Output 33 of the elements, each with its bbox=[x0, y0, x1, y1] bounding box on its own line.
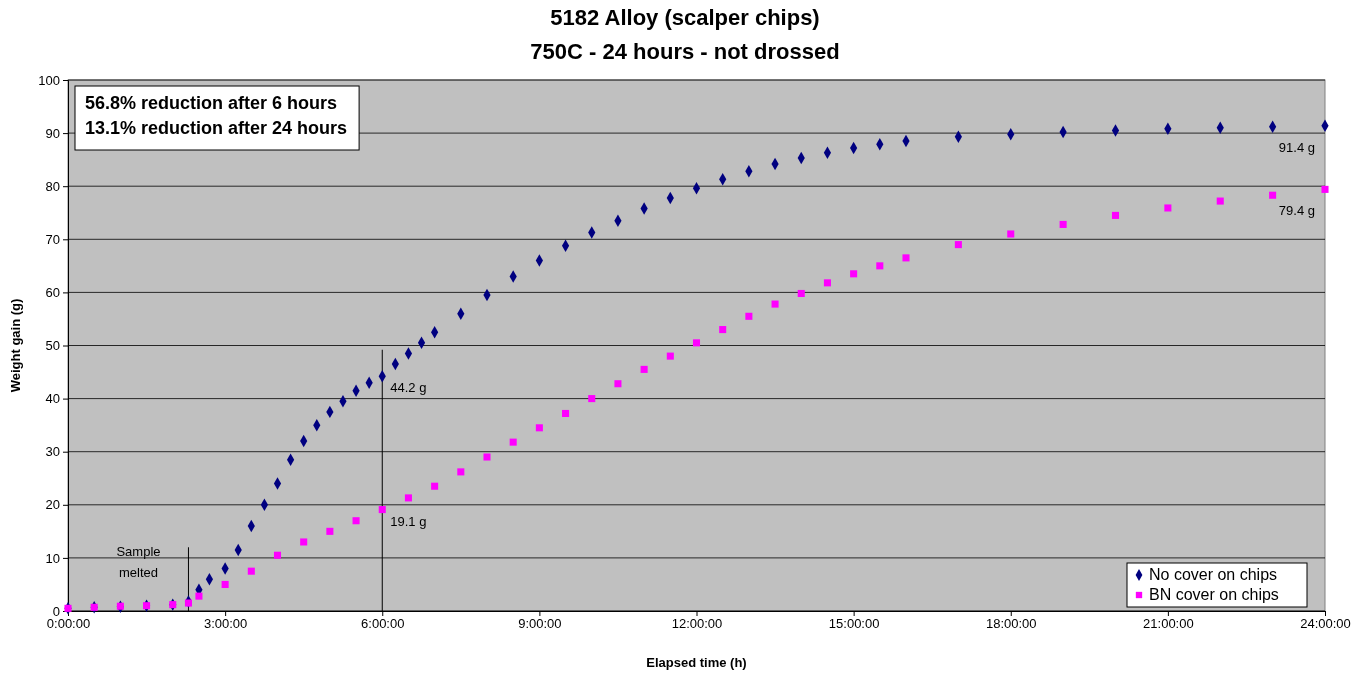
annotation: Sample melted bbox=[116, 543, 161, 580]
x-tick-label: 12:00:00 bbox=[671, 616, 723, 632]
y-axis-title: Weight gain (g) bbox=[8, 298, 23, 393]
x-tick-label: 0:00:00 bbox=[46, 616, 91, 632]
chart-title: 5182 Alloy (scalper chips) bbox=[550, 5, 820, 30]
annotation: 19.1 g bbox=[390, 513, 427, 529]
chart-subtitle: 750C - 24 hours - not drossed bbox=[530, 39, 840, 64]
annotation: 91.4 g bbox=[1278, 139, 1315, 155]
y-tick-label: 50 bbox=[45, 338, 60, 354]
y-tick-label: 70 bbox=[45, 231, 60, 247]
y-tick-label: 30 bbox=[45, 444, 60, 460]
y-tick-label: 100 bbox=[38, 72, 60, 88]
x-tick-label: 24:00:00 bbox=[1300, 616, 1351, 632]
annotation: 44.2 g bbox=[390, 380, 427, 396]
y-tick-label: 90 bbox=[45, 125, 60, 141]
legend-label: No cover on chips bbox=[1149, 566, 1278, 583]
y-tick-label: 10 bbox=[45, 550, 60, 566]
x-tick-label: 6:00:00 bbox=[361, 616, 405, 632]
x-tick-label: 21:00:00 bbox=[1143, 616, 1194, 632]
legend-label: BN cover on chips bbox=[1149, 586, 1279, 603]
y-tick-label: 80 bbox=[45, 178, 60, 194]
annotation: 56.8% reduction after 6 hours bbox=[85, 93, 338, 113]
x-axis-title: Elapsed time (h) bbox=[646, 655, 747, 670]
y-tick-label: 20 bbox=[45, 497, 60, 513]
y-tick-label: 0 bbox=[52, 603, 60, 619]
annotation: 13.1% reduction after 24 hours bbox=[85, 118, 348, 138]
x-tick-label: 3:00:00 bbox=[203, 616, 248, 632]
x-tick-label: 9:00:00 bbox=[518, 616, 562, 632]
x-tick-label: 15:00:00 bbox=[828, 616, 880, 632]
y-tick-label: 40 bbox=[45, 391, 60, 407]
y-tick-label: 60 bbox=[45, 285, 60, 301]
annotation: 79.4 g bbox=[1278, 203, 1315, 219]
x-tick-label: 18:00:00 bbox=[985, 616, 1037, 632]
